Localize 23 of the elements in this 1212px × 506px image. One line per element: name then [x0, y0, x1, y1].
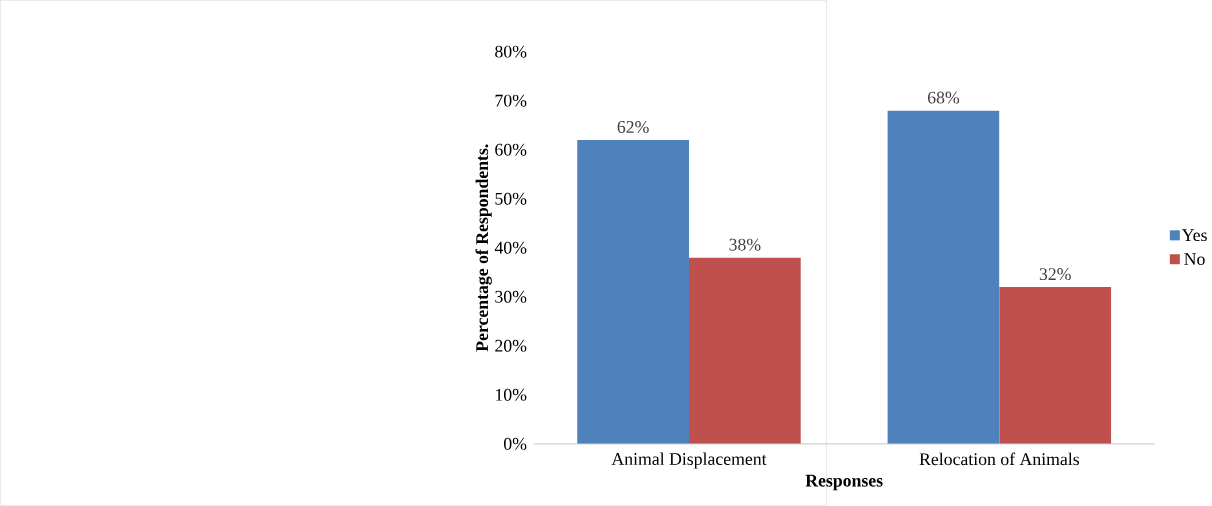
x-tick-label: Relocation of Animals — [919, 452, 1079, 466]
legend-label: No — [1184, 253, 1205, 265]
y-tick-label: 10% — [496, 388, 527, 401]
y-tick-label: 20% — [495, 339, 527, 352]
bar — [577, 139, 689, 444]
data-label: 38% — [729, 238, 761, 251]
y-tick-label: 60% — [495, 143, 527, 156]
data-label: 32% — [1039, 268, 1071, 281]
y-axis-title: Percentage of Respondents. — [475, 144, 492, 352]
y-tick-label: 30% — [495, 290, 527, 303]
y-tick-label: 80% — [495, 45, 527, 58]
bar — [887, 110, 1000, 444]
y-tick-label: 0% — [503, 437, 527, 450]
bar — [999, 286, 1112, 444]
y-tick-label: 50% — [495, 192, 527, 205]
data-label: 62% — [617, 120, 649, 133]
y-tick-label: 70% — [495, 94, 527, 107]
y-tick-label: 40% — [494, 241, 527, 254]
data-label: 68% — [927, 91, 960, 104]
x-axis-title: Responses — [805, 474, 883, 491]
legend-label: Yes — [1181, 229, 1207, 242]
x-tick-label: Animal Displacement — [611, 452, 767, 469]
bar — [688, 257, 801, 444]
